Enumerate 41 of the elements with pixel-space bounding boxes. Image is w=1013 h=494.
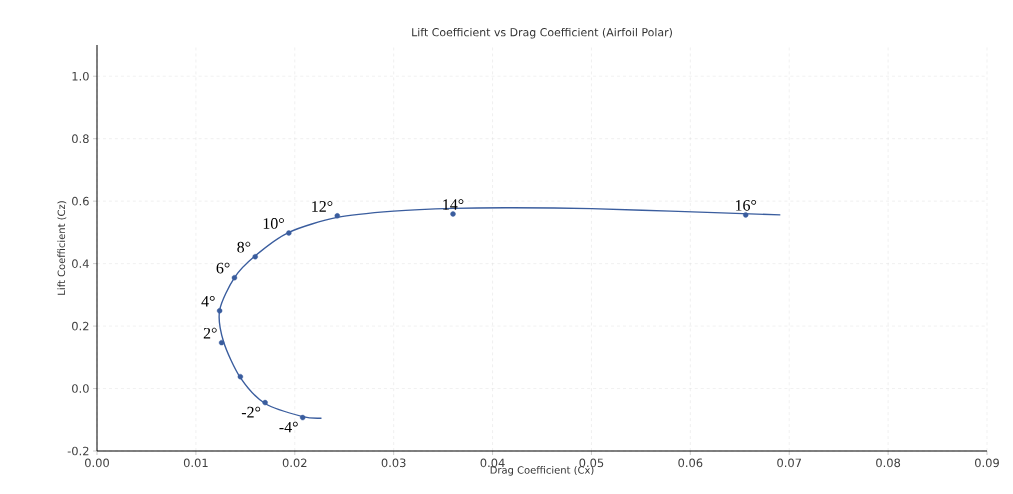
annotation: 14° [443, 199, 464, 210]
annotation: 10° [263, 218, 284, 229]
x-tick-label: 0.03 [381, 458, 406, 468]
point [743, 212, 749, 218]
annotation: 8° [237, 241, 251, 253]
x-tick-label: 0.08 [876, 458, 901, 468]
y-tick-label: 0.6 [72, 196, 89, 206]
y-tick-label: -0.2 [67, 446, 89, 456]
point [216, 308, 223, 314]
point [286, 230, 292, 236]
x-tick-label: 0.07 [777, 458, 801, 468]
annotation: 12° [312, 201, 333, 212]
point [218, 339, 225, 346]
annotation: 2° [203, 327, 217, 339]
annotation: 4° [201, 296, 215, 307]
point [334, 213, 340, 219]
point [450, 211, 456, 217]
point [231, 274, 238, 281]
y-tick-label: 0.2 [72, 321, 89, 331]
y-axis-title: Lift Coefficient (Cz) [57, 201, 67, 295]
annotation: 6° [216, 262, 230, 274]
annotation: -2° [241, 406, 261, 418]
x-tick-label: 0.00 [85, 458, 109, 468]
point [237, 373, 244, 380]
x-tick-label: 0.06 [678, 458, 703, 468]
point [300, 414, 306, 421]
y-tick-label: 1.0 [72, 71, 89, 81]
x-tick-label: 0.02 [282, 458, 307, 468]
y-tick-label: 0.8 [72, 134, 89, 144]
x-tick-label: 0.09 [975, 458, 999, 468]
y-tick-label: 0.4 [72, 259, 89, 268]
x-axis-title: Drag Coefficient (Cx) [490, 466, 594, 476]
x-tick-label: 0.04 [480, 458, 505, 468]
x-tick-label: 0.05 [579, 458, 604, 468]
x-tick-label: 0.01 [183, 458, 208, 468]
annotation: 16° [735, 199, 757, 211]
point [252, 254, 258, 260]
annotation: -4° [279, 421, 298, 433]
y-tick-label: 0.0 [72, 384, 89, 393]
chart-title: Lift Coefficient vs Drag Coefficient (Airfoil Polar) [412, 27, 672, 39]
point [262, 399, 268, 406]
